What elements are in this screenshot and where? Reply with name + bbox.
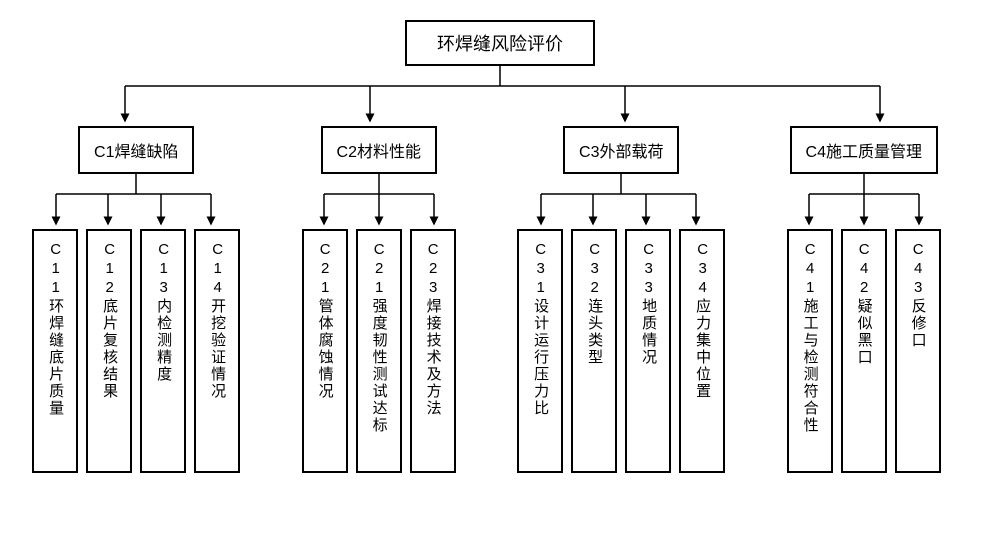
node-c3: C3外部载荷	[563, 126, 679, 174]
leaves-c4: C41施工与检测符合性 C42疑似黑口 C43反修口	[787, 229, 941, 473]
leaves-c1: C11环焊缝底片质量 C12底片复核结果 C13内检测精度 C14开挖验证情况	[32, 229, 240, 473]
connector-c2	[289, 174, 469, 229]
node-c4: C4施工质量管理	[790, 126, 938, 174]
leaf-c21a: C21管体腐蚀情况	[302, 229, 348, 473]
leaf-c42: C42疑似黑口	[841, 229, 887, 473]
group-c1: C1焊缝缺陷 C11环焊缝底片质量 C12底片复核结果 C13内检测精度 C14…	[20, 126, 253, 473]
level2-row: C1焊缝缺陷 C11环焊缝底片质量 C12底片复核结果 C13内检测精度 C14…	[20, 126, 980, 473]
root-node: 环焊缝风险评价	[405, 20, 595, 66]
leaf-c43: C43反修口	[895, 229, 941, 473]
leaf-c23: C23焊接技术及方法	[410, 229, 456, 473]
group-c4: C4施工质量管理 C41施工与检测符合性 C42疑似黑口 C43反修口	[748, 126, 981, 473]
connector-c1	[26, 174, 246, 229]
leaves-c2: C21管体腐蚀情况 C21强度韧性测试达标 C23焊接技术及方法	[302, 229, 456, 473]
group-c3: C3外部载荷 C31设计运行压力比 C32连头类型 C33地质情况 C34应力集…	[505, 126, 738, 473]
leaf-c31: C31设计运行压力比	[517, 229, 563, 473]
leaves-c3: C31设计运行压力比 C32连头类型 C33地质情况 C34应力集中位置	[517, 229, 725, 473]
node-c2: C2材料性能	[321, 126, 437, 174]
leaf-c32: C32连头类型	[571, 229, 617, 473]
leaf-c34: C34应力集中位置	[679, 229, 725, 473]
leaf-c33: C33地质情况	[625, 229, 671, 473]
leaf-c41: C41施工与检测符合性	[787, 229, 833, 473]
node-c1: C1焊缝缺陷	[78, 126, 194, 174]
leaf-c14: C14开挖验证情况	[194, 229, 240, 473]
leaf-c12: C12底片复核结果	[86, 229, 132, 473]
connector-c3	[511, 174, 731, 229]
connector-root-to-level2	[20, 66, 980, 126]
connector-c4	[774, 174, 954, 229]
leaf-c13: C13内检测精度	[140, 229, 186, 473]
leaf-c21b: C21强度韧性测试达标	[356, 229, 402, 473]
group-c2: C2材料性能 C21管体腐蚀情况 C21强度韧性测试达标 C23焊接技术及方法	[263, 126, 496, 473]
leaf-c11: C11环焊缝底片质量	[32, 229, 78, 473]
